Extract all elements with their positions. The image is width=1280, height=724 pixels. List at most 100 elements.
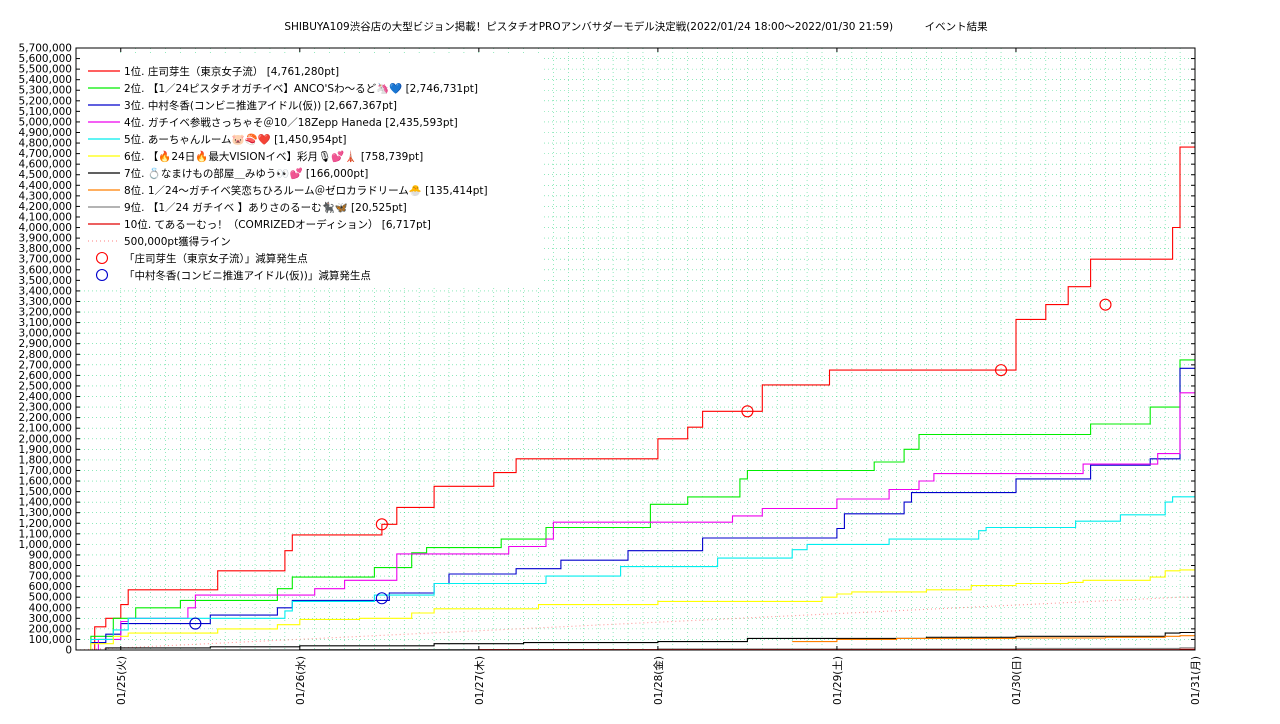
- x-axis: 01/25(火) 01/26(水) 01/27(木) 01/28(金) 01/29(土)…: [116, 48, 1202, 705]
- legend-label-7: 7位. 💍なまけもの部屋＿みゆう👀💕 [166,000pt]: [124, 167, 368, 180]
- y-tick-label: 2,600,000: [19, 370, 72, 382]
- y-tick-label: 1,500,000: [19, 486, 72, 498]
- legend-marker-label-1: 「庄司芽生（東京女子流）」減算発生点: [124, 252, 308, 265]
- y-tick-label: 1,100,000: [19, 528, 72, 540]
- y-tick-label: 600,000: [29, 581, 72, 593]
- series-line-1: [76, 146, 1195, 651]
- y-tick-label: 3,800,000: [19, 243, 72, 255]
- y-tick-label: 4,600,000: [19, 159, 72, 171]
- y-tick-label: 4,800,000: [19, 138, 72, 150]
- y-tick-label: 2,100,000: [19, 423, 72, 435]
- legend: 1位. 庄司芽生（東京女子流） [4,761,280pt] 2位. 【1／24ピス…: [80, 56, 544, 288]
- series-line-8: [792, 635, 1195, 643]
- x-tick-label: 01/25(火): [116, 656, 128, 705]
- y-tick-label: 1,200,000: [19, 518, 72, 530]
- y-tick-label: 5,200,000: [19, 95, 72, 107]
- y-tick-label: 1,300,000: [19, 507, 72, 519]
- legend-marker-swatch-2: [95, 268, 109, 282]
- y-tick-label: 5,000,000: [19, 116, 72, 128]
- legend-label-10: 10位. てあるーむっ！（COMRIZEDオーディション） [6,717pt]: [124, 218, 431, 231]
- marker-point-1: [994, 364, 1008, 377]
- x-tick-label: 01/26(水): [295, 656, 307, 705]
- legend-label-1: 1位. 庄司芽生（東京女子流） [4,761,280pt]: [124, 65, 339, 78]
- y-tick-label: 4,500,000: [19, 169, 72, 181]
- y-tick-label: 1,700,000: [19, 465, 72, 477]
- y-tick-label: 3,600,000: [19, 264, 72, 276]
- y-tick-label: 3,200,000: [19, 307, 72, 319]
- x-tick-label: 01/28(金): [652, 656, 665, 705]
- y-tick-label: 800,000: [29, 560, 72, 572]
- y-tick-label: 5,300,000: [19, 85, 72, 97]
- x-tick-label: 01/31(月): [1190, 656, 1202, 705]
- y-tick-label: 3,700,000: [19, 254, 72, 266]
- legend-label-8: 8位. 1／24〜ガチイベ笑恋ちひろルーム＠ゼロカラドリーム🐣 [135,414…: [124, 184, 488, 197]
- x-tick-label: 01/27(木): [474, 656, 486, 705]
- y-tick-label: 2,800,000: [19, 349, 72, 361]
- legend-label-6: 6位. 【🔥24日🔥最大VISIONイベ】彩月🎙💕🗼 [758,739pt]: [124, 150, 423, 163]
- legend-marker-label-2: 「中村冬香(コンビニ推進アイドル(仮))」減算発生点: [124, 269, 371, 282]
- y-tick-label: 500,000: [29, 592, 72, 604]
- y-tick-label: 3,400,000: [19, 285, 72, 297]
- series-line-7: [76, 631, 1195, 651]
- y-tick-label: 900,000: [29, 549, 72, 561]
- y-tick-label: 100,000: [29, 634, 72, 646]
- y-tick-label: 1,900,000: [19, 444, 72, 456]
- series-line-6: [76, 569, 1195, 651]
- baseline-series: [75, 596, 1195, 651]
- y-tick-label: 5,400,000: [19, 74, 72, 86]
- y-tick-label: 2,700,000: [19, 359, 72, 371]
- series-line-5: [76, 496, 1195, 651]
- plot-frame: [75, 47, 1196, 651]
- legend-label-4: 4位. ガチイベ参戦さっちゃそ＠10／18Zepp Haneda [2,435,…: [124, 116, 458, 129]
- marker-point-2: [375, 592, 388, 605]
- marker-point-1: [1099, 298, 1112, 311]
- grid: [76, 47, 1195, 651]
- y-tick-label: 2,300,000: [19, 402, 72, 414]
- legend-label-5: 5位. あーちゃんルーム🐷🍣❤️ [1,450,954pt]: [124, 133, 347, 146]
- y-tick-label: 4,100,000: [19, 211, 72, 223]
- marker-point-1: [741, 405, 754, 418]
- legend-marker-swatch-1: [95, 251, 109, 265]
- y-tick-label: 3,500,000: [19, 275, 72, 287]
- y-tick-label: 4,300,000: [19, 190, 72, 202]
- y-tick-label: 4,700,000: [19, 148, 72, 160]
- marker-point-2: [189, 617, 202, 630]
- y-tick-label: 1,800,000: [19, 454, 72, 466]
- y-tick-label: 5,100,000: [19, 106, 72, 118]
- legend-label-2: 2位. 【1／24ピスタチオガチイベ】ANCO'Sわ〜るど🦄💙 [2,746,7…: [124, 82, 478, 95]
- legend-label-11: 500,000pt獲得ライン: [124, 235, 231, 248]
- y-tick-label: 5,600,000: [19, 53, 72, 65]
- y-tick-label: 200,000: [29, 623, 72, 635]
- y-tick-label: 3,100,000: [19, 317, 72, 329]
- y-tick-label: 700,000: [29, 571, 72, 583]
- y-tick-label: 2,400,000: [19, 391, 72, 403]
- legend-background: [80, 56, 544, 288]
- y-tick-label: 3,300,000: [19, 296, 72, 308]
- y-tick-label: 3,900,000: [19, 233, 72, 245]
- series-line-4: [76, 392, 1195, 651]
- legend-label-3: 3位. 中村冬香(コンビニ推進アイドル(仮)) [2,667,367pt]: [124, 99, 397, 112]
- y-tick-label: 1,600,000: [19, 476, 72, 488]
- chart-title: SHIBUYA109渋谷店の大型ビジョン掲載！ピスタチオPROアンバサダーモデル…: [284, 20, 988, 33]
- legend-label-9: 9位. 【1／24 ガチイベ 】ありさのるーむ🐈‍⬛🦋 [20,525pt]: [124, 201, 407, 214]
- y-tick-label: 5,500,000: [19, 64, 72, 76]
- y-tick-label: 2,900,000: [19, 338, 72, 350]
- x-tick-label: 01/30(日): [1011, 656, 1023, 705]
- y-tick-label: 5,700,000: [19, 43, 72, 55]
- y-tick-label: 0: [65, 645, 72, 657]
- series-line-3: [76, 367, 1195, 651]
- y-axis: 0100,000200,000300,000400,000500,000600,…: [19, 43, 1195, 657]
- y-tick-label: 1,000,000: [19, 539, 72, 551]
- y-tick-label: 4,400,000: [19, 180, 72, 192]
- y-tick-label: 4,000,000: [19, 222, 72, 234]
- marker-point-1: [375, 518, 388, 531]
- y-tick-label: 1,400,000: [19, 497, 72, 509]
- y-tick-label: 2,000,000: [19, 433, 72, 445]
- y-tick-label: 4,200,000: [19, 201, 72, 213]
- reduction-markers: [189, 298, 1112, 630]
- y-tick-label: 400,000: [29, 602, 72, 614]
- x-tick-label: 01/29(土): [831, 656, 844, 705]
- y-tick-label: 2,500,000: [19, 380, 72, 392]
- y-tick-label: 4,900,000: [19, 127, 72, 139]
